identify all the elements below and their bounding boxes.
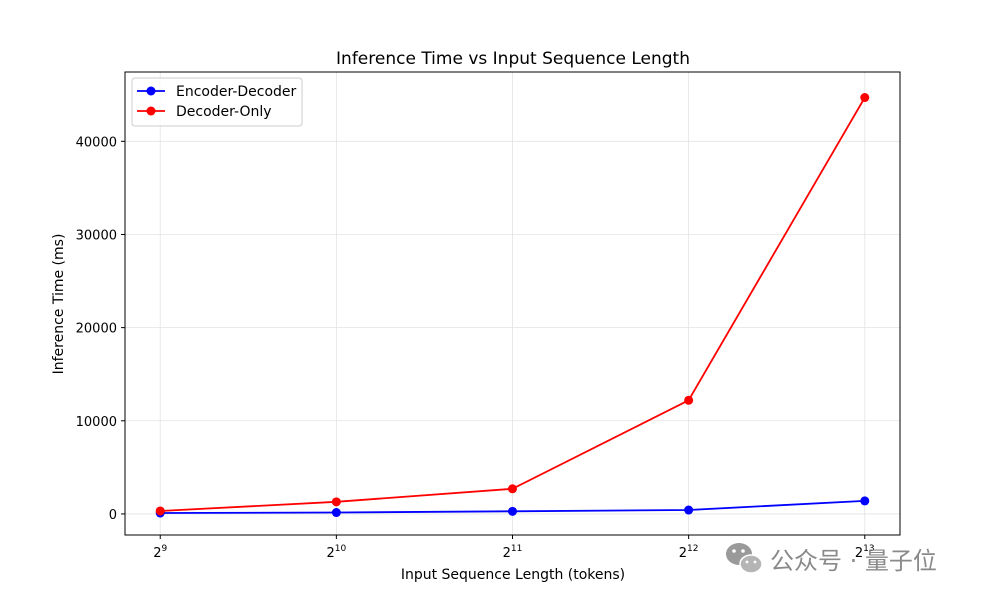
y-tick-label: 20000 xyxy=(76,322,117,337)
chart-title: Inference Time vs Input Sequence Length xyxy=(336,49,690,69)
y-axis: 0 10000 20000 30000 40000 xyxy=(76,135,125,523)
legend-item: Decoder-Only xyxy=(137,104,272,120)
y-tick-label: 10000 xyxy=(76,415,117,430)
series-decoder-only xyxy=(155,93,870,516)
data-point xyxy=(860,496,870,506)
x-tick-label: 212 xyxy=(679,544,699,561)
legend-marker xyxy=(146,86,156,96)
x-tick-label: 29 xyxy=(153,544,167,561)
watermark: 公众号 · 量子位 xyxy=(726,543,937,575)
legend-label: Decoder-Only xyxy=(176,104,272,120)
legend-label: Encoder-Decoder xyxy=(176,84,297,100)
data-point xyxy=(155,506,165,516)
x-tick-label: 213 xyxy=(855,544,875,561)
y-tick-label: 30000 xyxy=(76,228,117,243)
data-point xyxy=(331,497,341,507)
x-tick-label: 211 xyxy=(503,544,523,561)
data-point xyxy=(860,93,870,103)
data-point xyxy=(508,484,517,494)
watermark-text: 公众号 · 量子位 xyxy=(770,547,937,575)
data-point xyxy=(331,508,341,518)
legend-marker xyxy=(146,106,156,116)
data-point xyxy=(508,506,517,516)
x-tick-label: 210 xyxy=(326,544,346,561)
legend-item: Encoder-Decoder xyxy=(137,84,297,100)
legend: Encoder-Decoder Decoder-Only xyxy=(131,77,303,127)
data-point xyxy=(684,505,694,515)
y-tick-label: 0 xyxy=(109,508,117,523)
legend-box xyxy=(131,77,303,127)
x-axis: 29 210 211 212 213 xyxy=(153,535,875,561)
x-axis-label: Input Sequence Length (tokens) xyxy=(401,567,625,583)
y-tick-label: 40000 xyxy=(76,135,117,150)
y-axis-label: Inference Time (ms) xyxy=(51,234,67,375)
wechat-icon xyxy=(726,543,763,574)
series-layer xyxy=(155,93,870,518)
data-point xyxy=(684,395,694,405)
